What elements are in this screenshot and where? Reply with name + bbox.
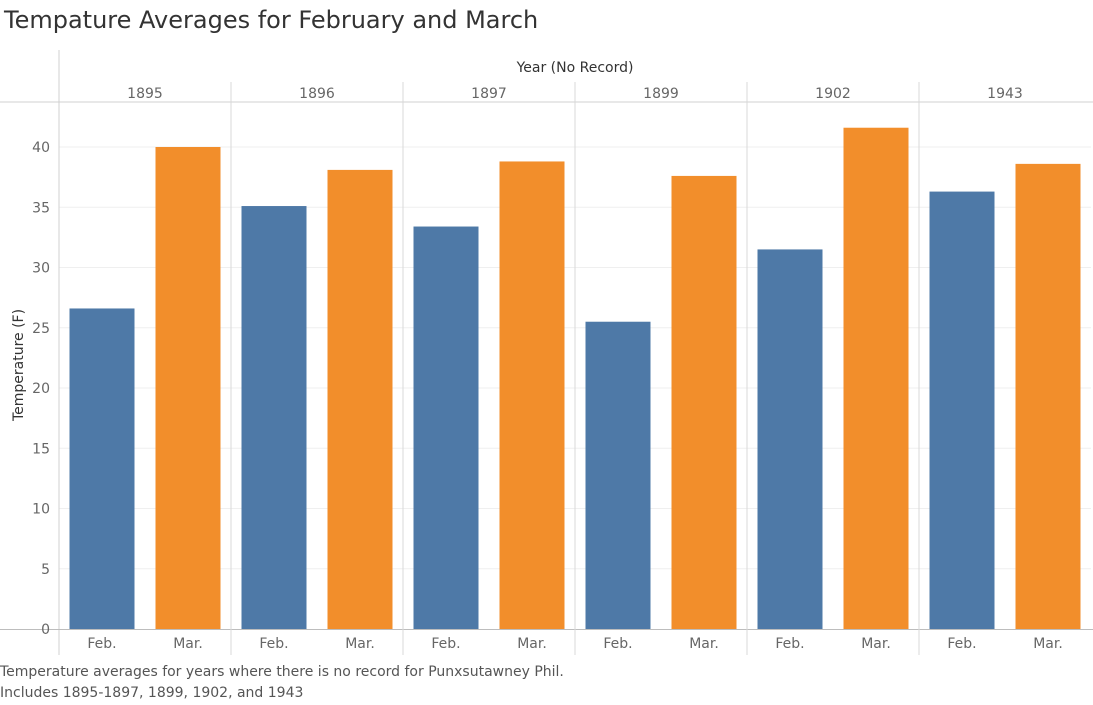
bar-1895-feb[interactable] [69,308,135,629]
bars [69,127,1081,630]
bar-chart: 0 5 10 15 20 25 30 35 40 1895 1896 1897 1899 1902 1943… [0,50,1093,655]
bar-1895-mar[interactable] [155,147,221,629]
y-tick-label: 40 [32,140,50,156]
year-header-label: 1899 [643,86,679,102]
x-category-label: Mar. [1033,636,1063,652]
bar-1899-mar[interactable] [671,175,737,630]
x-category-label: Feb. [775,636,804,652]
y-tick-label: 25 [32,321,50,337]
y-tick-label: 15 [32,441,50,457]
x-category-label: Mar. [173,636,203,652]
bar-1902-feb[interactable] [757,249,823,630]
x-category-label: Feb. [603,636,632,652]
x-category-label: Feb. [259,636,288,652]
year-header-label: 1895 [127,86,163,102]
y-tick-label: 30 [32,261,50,277]
x-category-label: Mar. [517,636,547,652]
year-header-label: 1943 [987,86,1023,102]
x-category-label: Mar. [345,636,375,652]
x-category-label: Feb. [947,636,976,652]
year-header-label: 1896 [299,86,335,102]
y-tick-label: 5 [41,562,50,578]
x-category-label: Feb. [87,636,116,652]
x-category-label: Mar. [689,636,719,652]
y-axis-label: Temperature (F) [11,309,27,422]
bar-1943-mar[interactable] [1015,163,1081,629]
chart-caption: Temperature averages for years where the… [0,662,564,704]
bar-1899-feb[interactable] [585,321,651,629]
bar-1897-feb[interactable] [413,226,479,629]
year-header-label: 1902 [815,86,851,102]
bar-1896-feb[interactable] [241,206,307,630]
x-category-label: Mar. [861,636,891,652]
year-header-label: 1897 [471,86,507,102]
caption-line-1: Temperature averages for years where the… [0,664,564,680]
chart-frame [0,50,1093,655]
bar-1897-mar[interactable] [499,161,565,629]
y-tick-label: 20 [32,381,50,397]
x-category-label: Feb. [431,636,460,652]
chart-title: Tempature Averages for February and Marc… [4,6,539,34]
column-header: Year (No Record) [516,60,634,76]
bar-1896-mar[interactable] [327,169,393,629]
y-tick-label: 35 [32,200,50,216]
caption-line-2: Includes 1895-1897, 1899, 1902, and 1943 [0,685,304,701]
labels: 0 5 10 15 20 25 30 35 40 1895 1896 1897 1899 1902 1943… [32,86,1063,652]
bar-1902-mar[interactable] [843,127,909,629]
bar-1943-feb[interactable] [929,191,995,629]
y-tick-label: 0 [41,622,50,638]
y-tick-label: 10 [32,502,50,518]
